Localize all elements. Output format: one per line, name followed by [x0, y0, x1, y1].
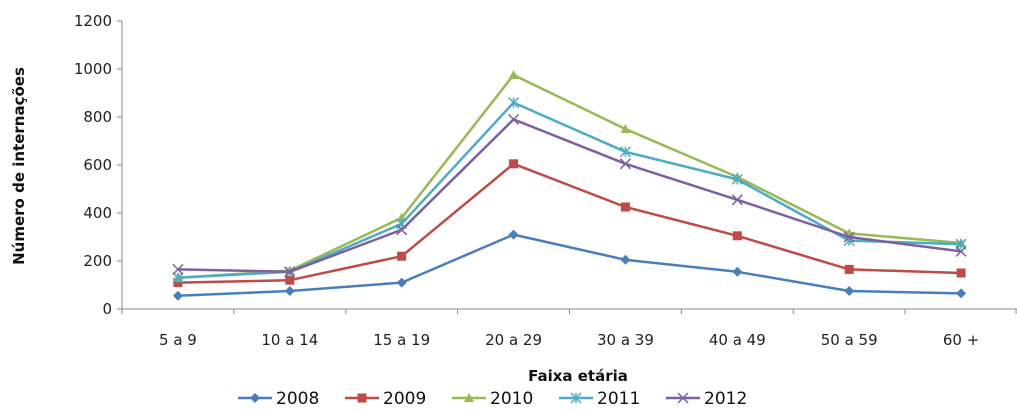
data-point-2008 — [284, 286, 295, 296]
data-point-2011 — [619, 146, 631, 158]
data-point-2012 — [731, 194, 743, 206]
marker-stroke — [396, 224, 408, 236]
marker-stroke — [619, 158, 631, 170]
data-point-2008 — [172, 290, 183, 301]
x-tick-label: 60 + — [943, 331, 979, 349]
marker-stroke — [284, 266, 296, 278]
x-tick-label: 15 a 19 — [373, 331, 430, 349]
x-tick-label: 50 a 59 — [821, 331, 878, 349]
legend-item-2011: 2011 — [559, 389, 640, 409]
legend-label: 2008 — [276, 389, 319, 409]
data-point-2012 — [843, 231, 855, 243]
data-point-2008 — [620, 254, 631, 265]
data-point-2011 — [731, 173, 743, 185]
series-2010 — [172, 70, 967, 282]
legend-label: 2010 — [490, 389, 533, 409]
legend-label: 2012 — [704, 389, 747, 409]
y-tick-label: 200 — [83, 252, 112, 270]
x-axis: 5 a 9 10 a 14 15 a 19 20 a 29 30 a 39 40 a 49… — [121, 308, 1017, 349]
series-line-2009 — [177, 162, 962, 284]
x-tick-label: 10 a 14 — [261, 331, 318, 349]
legend-item-2009: 2009 — [345, 389, 426, 409]
legend-marker — [677, 392, 689, 404]
series-line-2011 — [177, 101, 962, 280]
legend-marker — [250, 393, 260, 403]
legend-label: 2011 — [597, 389, 640, 409]
y-tick-label: 400 — [83, 204, 112, 222]
data-point-2009 — [285, 275, 295, 285]
legend-label: 2009 — [383, 389, 426, 409]
y-tick-label: 1000 — [74, 60, 112, 78]
x-tick-label: 5 a 9 — [159, 331, 197, 349]
data-point-2012 — [508, 113, 520, 125]
data-point-2012 — [396, 224, 408, 236]
legend-item-2010: 2010 — [452, 389, 533, 409]
legend-marker — [357, 393, 367, 403]
series-2009 — [173, 159, 966, 288]
marker-stroke — [955, 245, 967, 257]
series-2011 — [172, 97, 967, 284]
series-line-2010 — [177, 73, 962, 280]
y-tick-label: 1200 — [74, 12, 112, 30]
data-point-2009 — [732, 231, 742, 241]
x-tick-label: 30 a 39 — [597, 331, 654, 349]
y-axis-title: Número de internações — [10, 67, 28, 265]
data-point-2012 — [955, 245, 967, 257]
data-point-2011 — [172, 272, 184, 284]
data-point-2009 — [620, 202, 630, 212]
marker-stroke — [843, 231, 855, 243]
data-point-2012 — [619, 158, 631, 170]
series-2012 — [172, 113, 967, 278]
y-tick-label: 0 — [102, 300, 112, 318]
data-point-2008 — [732, 266, 743, 277]
series-lines — [172, 70, 967, 301]
data-point-2009 — [509, 159, 519, 169]
data-point-2008 — [508, 229, 519, 240]
legend-marker — [570, 392, 582, 404]
marker-stroke — [172, 263, 184, 275]
data-point-2010 — [508, 70, 519, 79]
legend: 2008 2009 2010 2011 2012 — [238, 389, 747, 409]
data-point-2011 — [508, 97, 520, 109]
data-point-2008 — [956, 288, 967, 299]
legend-item-2008: 2008 — [238, 389, 319, 409]
data-point-2008 — [844, 286, 855, 296]
data-point-2012 — [172, 263, 184, 275]
data-point-2010 — [620, 124, 631, 133]
y-tick-label: 800 — [83, 108, 112, 126]
x-tick-label: 20 a 29 — [485, 331, 542, 349]
series-line-2012 — [177, 118, 962, 274]
data-point-2012 — [284, 266, 296, 278]
x-axis-title: Faixa etária — [528, 367, 628, 385]
legend-item-2012: 2012 — [666, 389, 747, 409]
data-point-2008 — [396, 277, 407, 288]
marker-stroke — [508, 113, 520, 125]
marker-stroke — [731, 194, 743, 206]
legend-marker — [464, 393, 474, 402]
series-2008 — [172, 229, 967, 301]
data-point-2009 — [397, 251, 407, 261]
series-line-2008 — [177, 233, 962, 298]
y-tick-label: 600 — [83, 156, 112, 174]
data-point-2009 — [956, 268, 966, 278]
y-axis: 0 200 400 600 800 1000 1200 — [74, 12, 123, 318]
x-tick-label: 40 a 49 — [709, 331, 766, 349]
data-point-2009 — [844, 264, 854, 274]
marker-stroke — [677, 392, 689, 404]
